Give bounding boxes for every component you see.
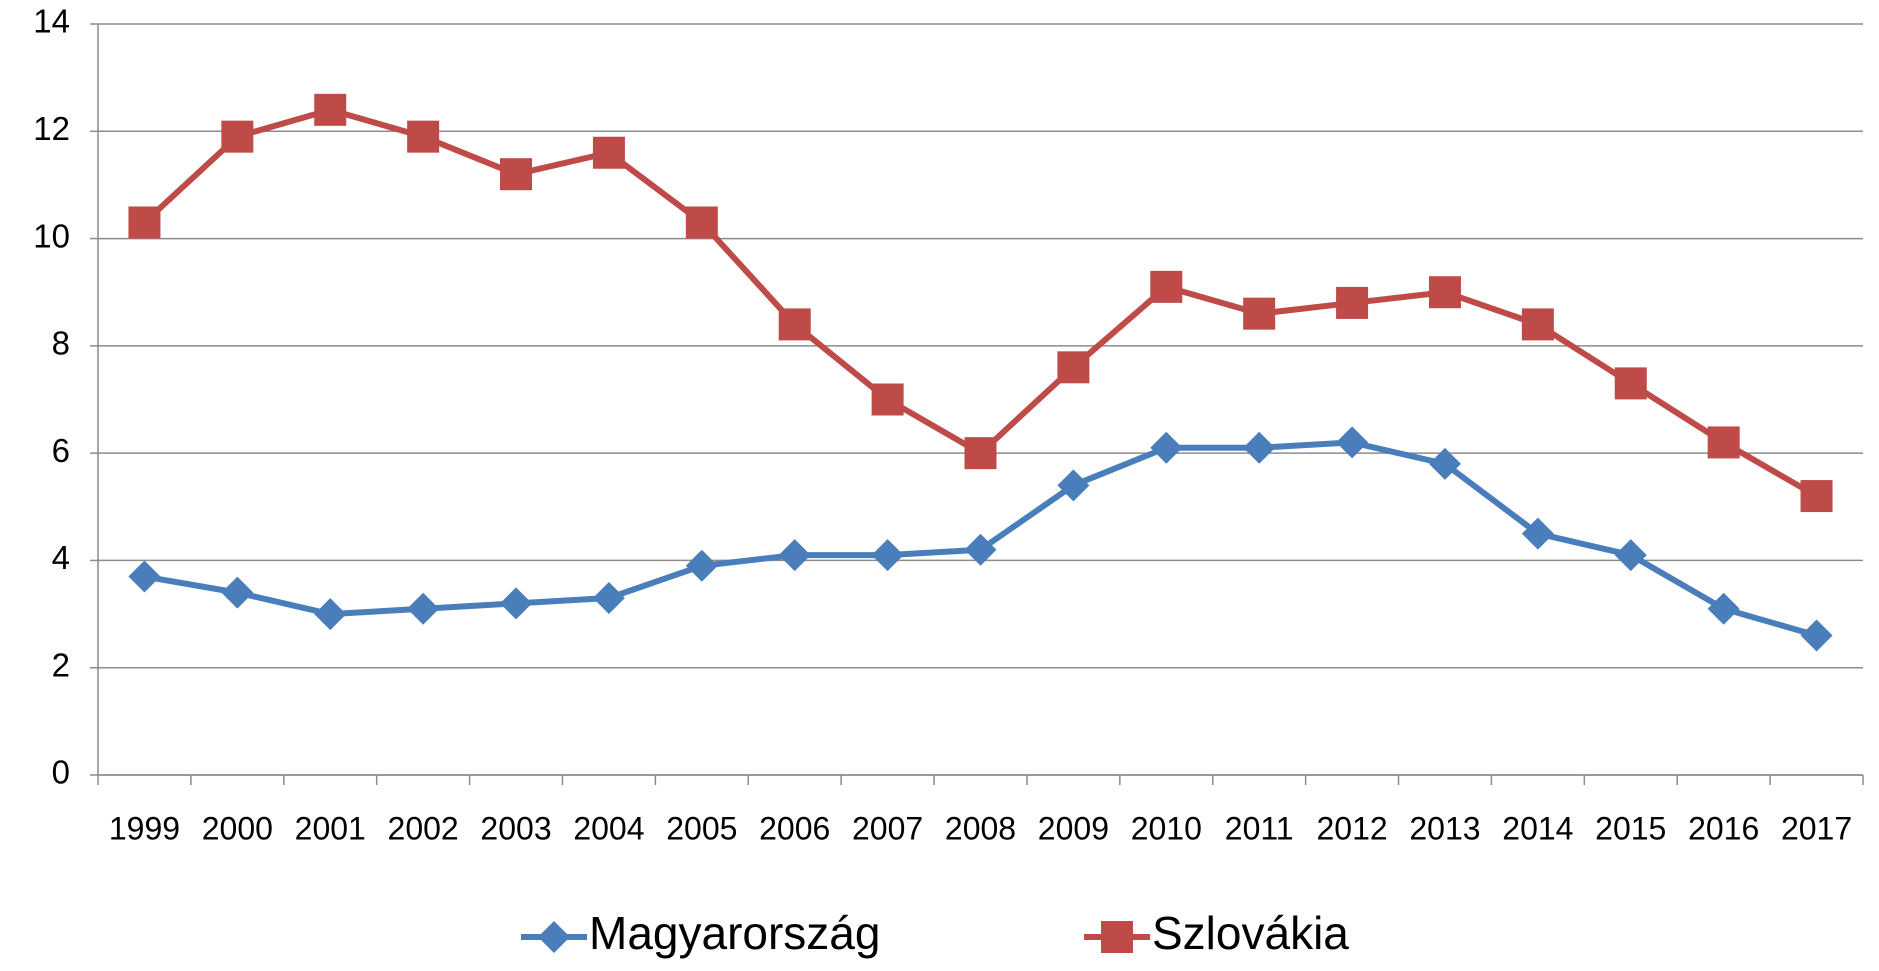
x-tick-label: 2008 [945, 810, 1016, 846]
point [1150, 270, 1183, 303]
point [1336, 426, 1369, 459]
x-tick-label: 2010 [1131, 810, 1202, 846]
x-tick-label: 2013 [1409, 810, 1480, 846]
y-tick-label: 14 [33, 3, 70, 40]
legend-marker [1101, 921, 1133, 953]
point [1614, 367, 1647, 400]
point [1707, 426, 1740, 459]
x-tick-label: 2006 [759, 810, 830, 846]
point [128, 206, 161, 239]
y-tick-label: 2 [52, 646, 70, 683]
legend-marker [538, 921, 570, 953]
point [1243, 297, 1276, 330]
point [964, 533, 997, 566]
point [1057, 469, 1090, 502]
point [500, 158, 533, 191]
legend-label: Magyarország [589, 907, 880, 959]
point [221, 576, 254, 609]
x-tick-label: 2011 [1225, 810, 1294, 846]
y-tick-label: 0 [52, 754, 70, 791]
point [221, 120, 254, 153]
point [778, 308, 811, 341]
legend-label: Szlovákia [1152, 907, 1349, 959]
y-tick-label: 10 [33, 217, 70, 254]
point [1057, 351, 1090, 384]
point [500, 587, 533, 620]
point [1243, 431, 1276, 464]
x-tick-label: 2007 [852, 810, 923, 846]
x-tick-label: 2009 [1038, 810, 1109, 846]
point [1336, 286, 1369, 319]
point [1428, 447, 1461, 480]
x-tick-label: 2014 [1502, 810, 1573, 846]
point [1150, 431, 1183, 464]
x-tick-label: 1999 [109, 810, 180, 846]
point [1800, 480, 1833, 513]
y-tick-label: 4 [52, 539, 70, 576]
point [407, 120, 440, 153]
y-tick-label: 8 [52, 325, 70, 362]
point [314, 598, 347, 631]
x-tick-label: 2016 [1688, 810, 1759, 846]
x-tick-label: 2017 [1781, 810, 1852, 846]
x-tick-label: 2003 [480, 810, 551, 846]
x-tick-label: 2012 [1316, 810, 1387, 846]
x-tick-label: 2000 [202, 810, 273, 846]
y-tick-label: 12 [33, 110, 70, 147]
point [1521, 517, 1554, 550]
point [1707, 592, 1740, 625]
point [1521, 308, 1554, 341]
point [1614, 539, 1647, 572]
point [1428, 276, 1461, 309]
point [871, 383, 904, 416]
point [685, 549, 718, 582]
point [778, 539, 811, 572]
x-tick-label: 2004 [573, 810, 644, 846]
y-tick-label: 6 [52, 432, 70, 469]
point [314, 93, 347, 126]
point [592, 581, 625, 614]
x-tick-label: 2002 [388, 810, 459, 846]
point [407, 592, 440, 625]
point [128, 560, 161, 593]
x-tick-label: 2005 [666, 810, 737, 846]
point [1800, 619, 1833, 652]
x-tick-label: 2001 [295, 810, 366, 846]
x-tick-label: 2015 [1595, 810, 1666, 846]
point [685, 206, 718, 239]
point [964, 437, 997, 470]
point [592, 136, 625, 169]
point [871, 539, 904, 572]
